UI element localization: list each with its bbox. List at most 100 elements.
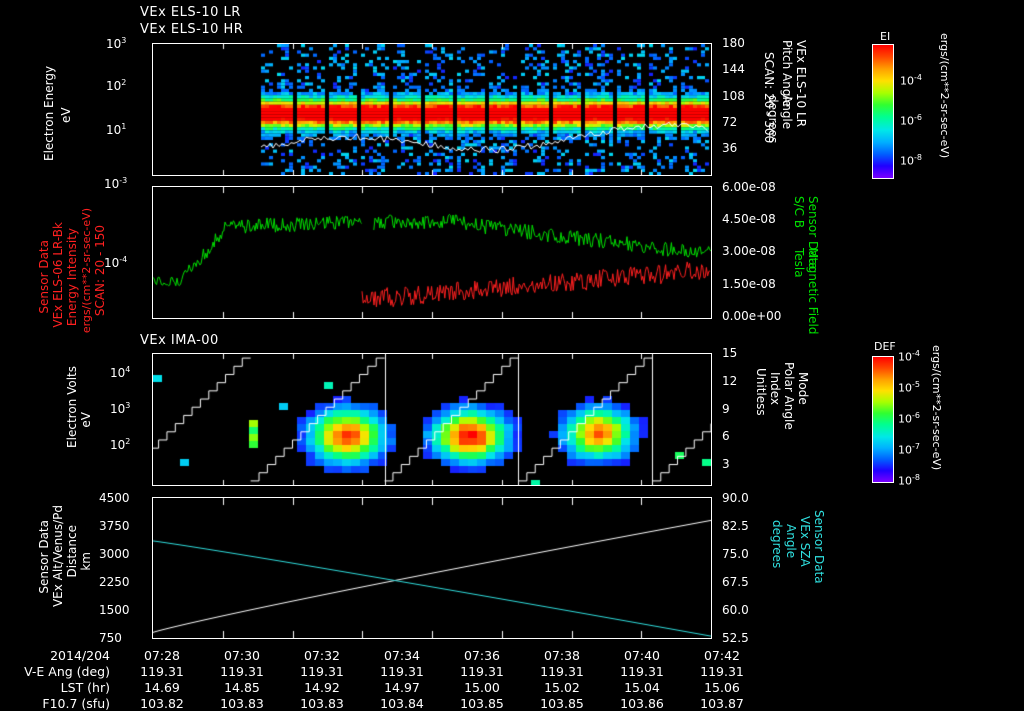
panel2-right-label-line3: Magnetic Field	[806, 248, 820, 334]
panel3-right-tick-9: 9	[722, 402, 730, 416]
table-cell: 119.31	[460, 664, 504, 679]
panel1-colorbar-tick-2: 10-6	[900, 113, 922, 128]
panel2-left-label-line4: ergs/(cm**2-sr-sec-eV)	[80, 208, 93, 333]
panel1-right-axis-l2: VEx ELS-10 LR	[794, 40, 808, 128]
table-cell: 103.82	[140, 696, 184, 711]
panel4-right-label-sza: VEx SZA	[798, 516, 812, 567]
panel4-right-label-angle: Angle	[784, 524, 798, 558]
panel4-left-tick-3000: 3000	[99, 547, 130, 561]
panel4-right-label-sensor: Sensor Data	[812, 510, 826, 584]
table-cell: 119.31	[700, 664, 744, 679]
panel3-colorbar-tick-1: 10-4	[898, 349, 920, 364]
panel3-colorbar-tick-4: 10-7	[898, 442, 920, 457]
panel3-left-tick-1000: 103	[110, 401, 131, 416]
panel3-left-axis-text: Electron Volts	[65, 366, 79, 448]
panel1-colorbar-label: EI	[880, 30, 891, 43]
panel2-right-label-line1: Sensor Data	[806, 196, 820, 270]
panel3-right-tick-3: 3	[722, 457, 730, 471]
table-cell: 07:32	[303, 648, 341, 663]
panel2-left-label-line3: Energy Intensity	[65, 228, 79, 327]
panel3-right-label-mode: Mode	[796, 372, 810, 405]
panel2-left-l3: Energy Intensity	[65, 228, 79, 327]
panel1-left-tick-10: 101	[106, 122, 127, 137]
panel1-right-axis-degrees: degrees	[766, 95, 780, 143]
panel1-right-tick-144: 144	[722, 62, 745, 76]
panel1-right-axis-angle: Angle	[780, 95, 794, 129]
panel2-left-l5: SCAN: 20 - 150	[93, 225, 107, 317]
panel1-left-tick-100: 102	[106, 78, 127, 93]
table-cell: 07:28	[143, 648, 181, 663]
panel2-right-label-line4: Tesla	[792, 248, 806, 278]
panel2-right-tick-6e-8: 6.00e-08	[722, 180, 776, 194]
table-cell: 15.06	[704, 680, 740, 695]
panel4-right-tick-60: 60.0	[722, 603, 749, 617]
panel4-right-label-degrees: degrees	[770, 520, 784, 568]
panel3-colorbar-units: ergs/(cm**2-sr-sec-eV)	[930, 345, 943, 470]
panel2-left-l2: VEx ELS-06 LR-Bk	[51, 222, 65, 328]
table-cell: 14.92	[304, 680, 340, 695]
panel1-colorbar-units-text: ergs/(cm**2-sr-sec-eV)	[938, 33, 951, 159]
panel2-left-label-line2: VEx ELS-06 LR-Bk	[51, 222, 65, 328]
panel4-left-l2: VEx Alt/Venus/Pd	[51, 505, 65, 608]
table-cell: 07:38	[543, 648, 581, 663]
panel2-intensity-magfield-plot	[152, 186, 712, 319]
panel3-right-l1: Mode	[796, 372, 810, 405]
table-cell: 07:42	[703, 648, 741, 663]
panel2-left-label-line5: SCAN: 20 - 150	[93, 225, 107, 317]
panel1-left-tick-1000: 103	[106, 36, 127, 51]
panel3-colorbar-label: DEF	[874, 340, 896, 353]
panel3-colorbar-tick-5: 10-8	[898, 473, 920, 488]
panel3-left-axis-label: Electron Volts	[65, 366, 79, 448]
panel1-right-tick-180: 180	[722, 36, 745, 50]
panel4-left-label-km: km	[79, 552, 93, 571]
table-cell: 15.00	[464, 680, 500, 695]
table-cell: 07:36	[463, 648, 501, 663]
panel1-left-axis-units: eV	[59, 95, 73, 135]
panel2-right-label-line2: S/C B	[792, 196, 806, 228]
panel3-colorbar-tick-2: 10-5	[898, 380, 920, 395]
panel3-right-label-unitless: Unitless	[754, 368, 768, 416]
panel4-left-tick-3750: 3750	[99, 519, 130, 533]
panel3-colorbar-tick-3: 10-6	[898, 411, 920, 426]
table-row-header: 2014/204	[50, 648, 110, 663]
panel2-right-l1: Sensor Data	[806, 196, 820, 270]
panel1-scan-label-text: SCAN: 20 - 300	[762, 52, 776, 144]
panel1-right-tick-72: 72	[722, 115, 738, 129]
panel4-altitude-sza-plot	[152, 497, 712, 639]
table-cell: 15.04	[624, 680, 660, 695]
table-cell: 119.31	[620, 664, 664, 679]
panel1-right-axis-label: Pitch Angle	[780, 40, 794, 107]
panel4-left-l1: Sensor Data	[37, 520, 51, 594]
table-row-header: V-E Ang (deg)	[24, 664, 110, 679]
panel2-left-tick-1e-3: 10-3	[104, 176, 128, 191]
table-cell: 103.85	[540, 696, 584, 711]
table-cell: 119.31	[140, 664, 184, 679]
panel3-left-tick-100: 102	[110, 437, 131, 452]
panel4-left-l3: Distance	[65, 525, 79, 578]
table-cell: 119.31	[220, 664, 264, 679]
table-row-header: LST (hr)	[60, 680, 110, 695]
panel4-right-tick-675: 67.5	[722, 575, 749, 589]
panel4-right-tick-825: 82.5	[722, 519, 749, 533]
table-cell: 14.69	[144, 680, 180, 695]
panel3-right-l4: Unitless	[754, 368, 768, 416]
panel3-right-label-index: Index	[768, 372, 782, 405]
panel4-left-label-distance: Distance	[65, 525, 79, 578]
table-cell: 103.86	[620, 696, 664, 711]
table-row-header: F10.7 (sfu)	[42, 696, 110, 711]
panel3-left-axis-units: eV	[79, 412, 93, 428]
panel3-right-l2: Polar Angle	[782, 362, 796, 430]
panel4-right-tick-525: 52.5	[722, 631, 749, 645]
panel2-right-tick-15e-8: 1.50e-08	[722, 277, 776, 291]
panel2-left-l4: ergs/(cm**2-sr-sec-eV)	[80, 208, 93, 334]
table-cell: 119.31	[540, 664, 584, 679]
panel2-right-tick-3e-8: 3.00e-08	[722, 244, 776, 258]
table-cell: 119.31	[380, 664, 424, 679]
panel1-colorbar-tick-1: 10-4	[900, 73, 922, 88]
table-cell: 07:30	[223, 648, 261, 663]
panel3-left-axis-units-text: eV	[79, 412, 93, 428]
panel3-right-tick-15: 15	[722, 346, 738, 360]
panel1-colorbar-tick-3: 10-8	[900, 153, 922, 168]
panel2-right-l4: Tesla	[792, 248, 806, 278]
panel1-left-axis-units-text: eV	[59, 107, 73, 123]
